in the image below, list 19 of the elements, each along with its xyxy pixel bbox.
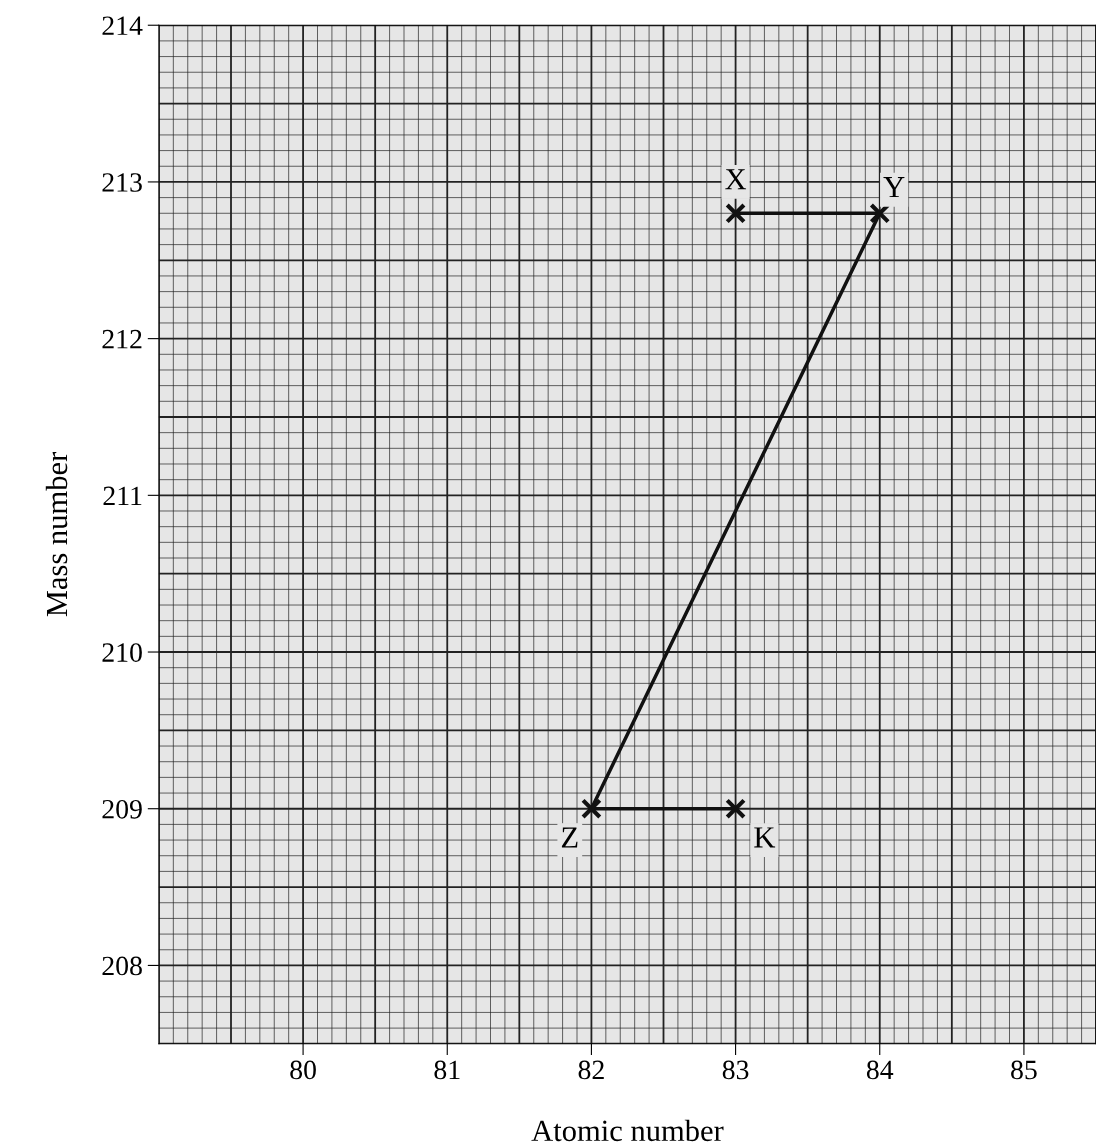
annotation: K	[754, 827, 776, 848]
y-tick-label: 208	[102, 956, 142, 976]
y-tick-label: 211	[103, 486, 142, 505]
y-tick-label: 213	[102, 173, 142, 192]
annotation: Z	[561, 827, 578, 848]
annotation: Y	[883, 177, 905, 198]
annotation: X	[725, 169, 747, 190]
x-tick-label: 85	[1011, 1060, 1037, 1080]
y-tick-label: 210	[102, 643, 142, 662]
x-axis-title: Atomic number	[531, 1119, 724, 1142]
x-tick-label: 83	[722, 1060, 749, 1080]
y-tick-label: 214	[102, 16, 143, 35]
y-axis-title: Mass number	[45, 452, 68, 617]
x-tick-label: 81	[434, 1060, 460, 1080]
x-tick-label: 84	[866, 1060, 894, 1080]
y-tick-label: 212	[102, 329, 142, 349]
x-tick-label: 80	[290, 1060, 316, 1080]
x-tick-label: 82	[578, 1060, 604, 1080]
y-tick-label: 209	[102, 799, 142, 819]
